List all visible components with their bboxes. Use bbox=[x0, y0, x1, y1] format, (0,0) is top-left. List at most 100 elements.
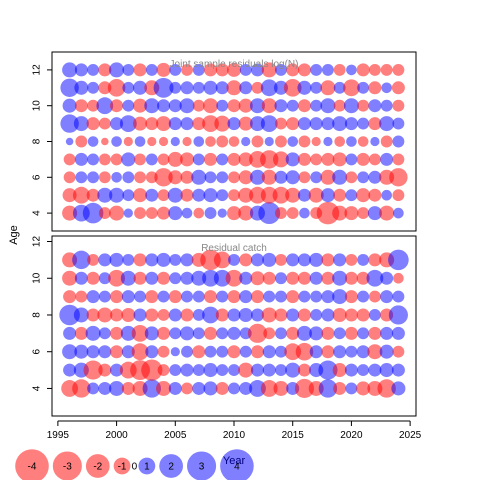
residual-bubble bbox=[345, 382, 358, 395]
residual-bubble bbox=[122, 189, 135, 202]
residual-bubble bbox=[392, 117, 405, 130]
residual-bubble bbox=[298, 290, 311, 303]
residual-bubble bbox=[110, 345, 124, 359]
residual-bubble bbox=[286, 253, 300, 267]
residual-bubble bbox=[368, 63, 381, 76]
residual-bubble bbox=[262, 252, 277, 267]
residual-bubble bbox=[368, 290, 381, 303]
residual-bubble bbox=[275, 272, 287, 285]
residual-bubble bbox=[332, 289, 348, 305]
residual-bubble bbox=[82, 202, 104, 224]
legend-label: -2 bbox=[93, 462, 102, 473]
residual-bubble bbox=[181, 290, 193, 303]
residual-bubble bbox=[203, 363, 218, 378]
residual-bubble bbox=[86, 188, 100, 202]
residual-bubble bbox=[87, 81, 100, 94]
residual-bubble bbox=[133, 63, 147, 77]
residual-bubble bbox=[156, 62, 171, 77]
residual-bubble bbox=[309, 326, 324, 341]
residual-bubble bbox=[145, 290, 159, 304]
residual-bubble bbox=[294, 378, 315, 399]
residual-bubble bbox=[321, 345, 335, 359]
residual-bubble bbox=[321, 253, 335, 267]
residual-bubble bbox=[275, 207, 287, 220]
legend-bubble bbox=[85, 454, 110, 478]
residual-bubble bbox=[111, 171, 122, 183]
residual-bubble bbox=[368, 363, 382, 377]
residual-bubble bbox=[202, 306, 219, 324]
legend-bubble bbox=[52, 451, 82, 480]
residual-bubble bbox=[310, 171, 323, 184]
residual-bubble bbox=[380, 290, 394, 304]
residual-bubble bbox=[123, 136, 133, 147]
residual-bubble bbox=[121, 290, 135, 304]
residual-bubble bbox=[334, 136, 345, 147]
residual-bubble bbox=[261, 307, 277, 323]
x-tick-label: 2010 bbox=[223, 430, 246, 441]
residual-bubble bbox=[379, 344, 394, 359]
residual-bubble bbox=[275, 253, 287, 266]
residual-bubble bbox=[332, 270, 348, 286]
residual-bubble bbox=[309, 252, 324, 267]
residual-bubble bbox=[216, 189, 229, 202]
residual-bubble bbox=[204, 152, 218, 166]
residual-bubble bbox=[250, 253, 264, 267]
x-tick-label: 2025 bbox=[399, 430, 422, 441]
residual-bubble bbox=[260, 186, 278, 204]
residual-bubble bbox=[357, 207, 370, 220]
residual-bubble bbox=[169, 81, 182, 94]
residual-bubble bbox=[367, 344, 383, 360]
y-tick-label: 12 bbox=[32, 236, 43, 248]
residual-bubble bbox=[258, 202, 281, 225]
residual-bubble bbox=[156, 252, 171, 267]
residual-bubble bbox=[320, 80, 336, 96]
residual-bubble bbox=[110, 290, 124, 304]
residual-bubble bbox=[274, 170, 288, 184]
residual-bubble bbox=[122, 253, 135, 266]
residual-bubble bbox=[110, 363, 124, 377]
residual-bubble bbox=[227, 99, 241, 113]
legend-label: -1 bbox=[118, 462, 127, 473]
residual-bubble bbox=[249, 380, 266, 397]
residual-bubble bbox=[388, 305, 408, 325]
residual-bubble bbox=[368, 117, 382, 131]
residual-bubble bbox=[263, 327, 276, 340]
residual-bubble bbox=[357, 171, 370, 184]
panel-frame bbox=[51, 235, 417, 417]
residual-bubble bbox=[333, 253, 347, 267]
residual-bubble bbox=[238, 205, 254, 221]
residual-bubble bbox=[97, 307, 113, 323]
residual-bubble bbox=[75, 290, 88, 303]
residual-bubble bbox=[192, 364, 205, 377]
residual-bubble bbox=[75, 171, 88, 184]
residual-bubble bbox=[345, 189, 358, 202]
legend-bubble bbox=[113, 457, 131, 475]
residual-bubble bbox=[121, 307, 136, 323]
residual-bubble bbox=[111, 136, 122, 147]
residual-bubble bbox=[179, 98, 195, 114]
x-tick-label: 2000 bbox=[105, 430, 128, 441]
residual-bubble bbox=[204, 171, 217, 184]
residual-bubble bbox=[262, 345, 276, 359]
residual-bubble bbox=[169, 364, 182, 377]
panel-title: Joint sample residuals log(N) bbox=[170, 59, 299, 70]
residual-bubble bbox=[388, 249, 409, 271]
residual-bubble bbox=[204, 63, 218, 77]
residual-bubble bbox=[62, 98, 77, 113]
residual-bubble bbox=[180, 363, 194, 377]
residual-bubble bbox=[332, 205, 348, 221]
residual-bubble bbox=[392, 63, 405, 76]
residual-bubble bbox=[133, 308, 147, 322]
residual-bubble bbox=[368, 253, 382, 267]
residual-bubble bbox=[381, 82, 392, 94]
residual-bubble bbox=[239, 290, 253, 304]
residual-bubble bbox=[120, 325, 136, 341]
residual-bubble bbox=[368, 188, 382, 202]
residual-bubble bbox=[145, 207, 158, 220]
residual-bubble bbox=[74, 152, 88, 166]
residual-bubble bbox=[262, 271, 276, 285]
residual-bubble bbox=[74, 271, 88, 285]
residual-bubble bbox=[239, 381, 253, 395]
residual-bubble bbox=[356, 188, 371, 203]
